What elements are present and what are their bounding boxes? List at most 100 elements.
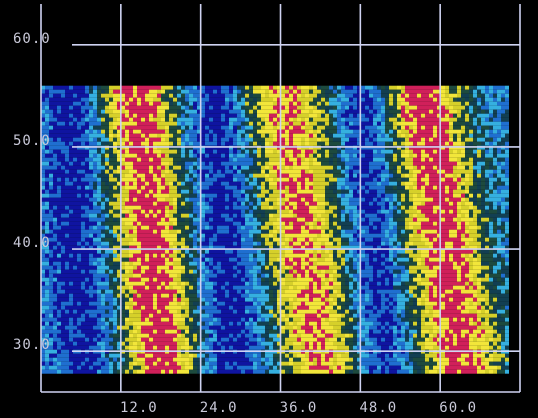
heatmap-cell: [49, 93, 53, 98]
heatmap-cell: [169, 85, 173, 90]
heatmap-cell: [493, 85, 497, 90]
heatmap-cell: [81, 185, 85, 190]
heatmap-cell: [289, 245, 293, 250]
heatmap-cell: [41, 209, 45, 214]
heatmap-cell: [101, 109, 105, 114]
heatmap-cell: [93, 173, 97, 178]
heatmap-cell: [357, 113, 361, 118]
heatmap-cell: [205, 109, 209, 114]
heatmap-cell: [385, 237, 389, 242]
heatmap-cell: [433, 121, 437, 126]
heatmap-cell: [285, 133, 289, 138]
heatmap-cell: [57, 169, 61, 174]
heatmap-cell: [233, 185, 237, 190]
heatmap-cell: [269, 221, 273, 226]
heatmap-cell: [133, 125, 137, 130]
heatmap-cell: [321, 149, 325, 154]
heatmap-cell: [61, 157, 65, 162]
heatmap-cell: [77, 201, 81, 206]
heatmap-cell: [125, 177, 129, 182]
heatmap-cell: [189, 209, 193, 214]
heatmap-cell: [337, 225, 341, 230]
heatmap-cell: [73, 189, 77, 194]
heatmap-cell: [317, 101, 321, 106]
heatmap-cell: [433, 221, 437, 226]
heatmap-cell: [73, 245, 77, 250]
heatmap-cell: [425, 237, 429, 242]
heatmap-cell: [337, 245, 341, 250]
heatmap-cell: [289, 165, 293, 170]
heatmap-cell: [181, 237, 185, 242]
heatmap-cell: [229, 237, 233, 242]
heatmap-cell: [297, 165, 301, 170]
heatmap-cell: [409, 125, 413, 130]
heatmap-cell: [117, 237, 121, 242]
heatmap-cell: [285, 153, 289, 158]
heatmap-cell: [97, 213, 101, 218]
heatmap-cell: [357, 153, 361, 158]
heatmap-cell: [285, 85, 289, 90]
heatmap-cell: [141, 129, 145, 134]
heatmap-cell: [409, 197, 413, 202]
heatmap-cell: [317, 233, 321, 238]
heatmap-cell: [377, 197, 381, 202]
heatmap-cell: [505, 125, 509, 130]
heatmap-cell: [241, 193, 245, 198]
heatmap-cell: [441, 213, 445, 218]
heatmap-cell: [117, 133, 121, 138]
heatmap-cell: [485, 133, 489, 138]
heatmap-cell: [345, 93, 349, 98]
heatmap-cell: [409, 165, 413, 170]
heatmap-cell: [61, 113, 65, 118]
heatmap-cell: [221, 157, 225, 162]
heatmap-cell: [373, 133, 377, 138]
heatmap-cell: [413, 173, 417, 178]
heatmap-cell: [349, 117, 353, 122]
heatmap-cell: [345, 97, 349, 102]
heatmap-cell: [265, 233, 269, 238]
heatmap-cell: [477, 161, 481, 166]
heatmap-cell: [389, 225, 393, 230]
heatmap-cell: [369, 133, 373, 138]
heatmap-cell: [385, 217, 389, 222]
heatmap-cell: [465, 189, 469, 194]
heatmap-cell: [197, 213, 201, 218]
heatmap-cell: [125, 229, 129, 234]
heatmap-cell: [285, 245, 289, 250]
heatmap-cell: [245, 153, 249, 158]
heatmap-cell: [377, 165, 381, 170]
heatmap-cell: [309, 225, 313, 230]
heatmap-cell: [53, 141, 57, 146]
heatmap-cell: [313, 137, 317, 142]
heatmap-cell: [193, 189, 197, 194]
heatmap-cell: [441, 121, 445, 126]
heatmap-cell: [389, 161, 393, 166]
heatmap-cell: [433, 209, 437, 214]
heatmap-cell: [425, 149, 429, 154]
heatmap-cell: [389, 133, 393, 138]
heatmap-cell: [105, 173, 109, 178]
heatmap-cell: [277, 185, 281, 190]
heatmap-cell: [157, 253, 161, 258]
heatmap-cell: [77, 209, 81, 214]
heatmap-cell: [201, 205, 205, 210]
heatmap-cell: [185, 133, 189, 138]
heatmap-cell: [277, 221, 281, 226]
heatmap-cell: [257, 181, 261, 186]
heatmap-cell: [245, 137, 249, 142]
heatmap-cell: [253, 121, 257, 126]
heatmap-cell: [401, 161, 405, 166]
heatmap-cell: [477, 201, 481, 206]
heatmap-cell: [285, 121, 289, 126]
heatmap-cell: [105, 225, 109, 230]
heatmap-cell: [341, 117, 345, 122]
heatmap-cell: [85, 189, 89, 194]
heatmap-cell: [473, 209, 477, 214]
heatmap-cell: [97, 173, 101, 178]
heatmap-cell: [225, 253, 229, 258]
heatmap-cell: [473, 165, 477, 170]
heatmap-cell: [221, 213, 225, 218]
heatmap-cell: [65, 193, 69, 198]
heatmap-cell: [481, 237, 485, 242]
heatmap-cell: [181, 85, 185, 90]
